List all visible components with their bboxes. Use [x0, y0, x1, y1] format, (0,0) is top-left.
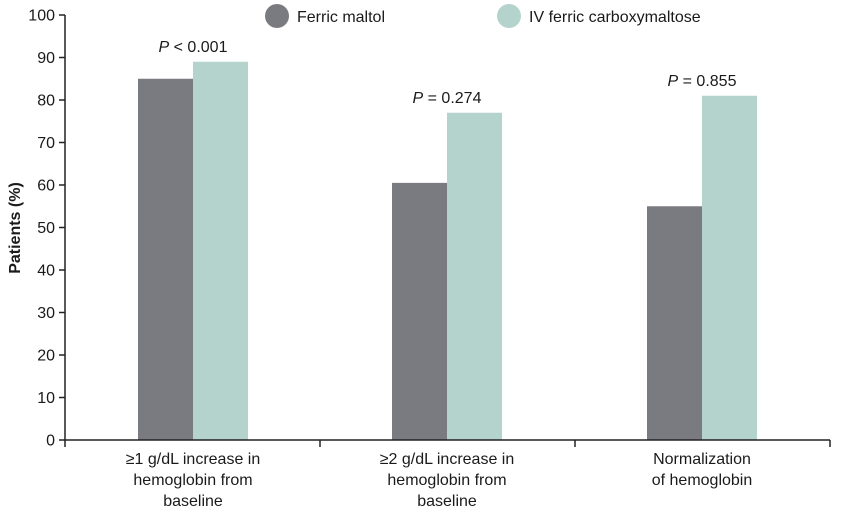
x-category-label: ≥2 g/dL increase in hemoglobin from baseli…: [380, 451, 515, 510]
x-category-label-line: baseline: [163, 493, 223, 510]
y-tick-label: 10: [37, 390, 55, 407]
y-tick-label: 50: [37, 220, 55, 237]
y-tick-label: 100: [28, 8, 55, 25]
legend-swatch: [497, 4, 521, 28]
y-axis: 0 10 20 30 40 50 60 70 80 90 100: [28, 8, 66, 450]
y-tick-label: 60: [37, 178, 55, 195]
legend-label: Ferric maltol: [297, 9, 385, 26]
x-axis: ≥1 g/dL increase in hemoglobin from baseli…: [64, 439, 831, 510]
p-value-text: = 0.274: [423, 90, 481, 107]
x-category-label: ≥1 g/dL increase in hemoglobin from baseli…: [126, 451, 261, 510]
bar-iv-ferric-carboxymaltose-2: [447, 112, 502, 440]
legend: Ferric maltol IV ferric carboxymaltose: [265, 4, 701, 28]
x-category-label-line: baseline: [417, 493, 477, 510]
p-value-prefix: P: [668, 73, 679, 90]
y-tick-label: 90: [37, 50, 55, 67]
p-value-label: P = 0.274: [413, 90, 482, 107]
p-value-text: = 0.855: [678, 73, 736, 90]
y-axis-label: Patients (%): [7, 182, 24, 274]
p-value-prefix: P: [159, 39, 170, 56]
y-tick-label: 80: [37, 93, 55, 110]
bar-ferric-maltol-2: [392, 182, 447, 440]
x-category-label-line: ≥2 g/dL increase in: [380, 451, 515, 468]
bar-iv-ferric-carboxymaltose-3: [702, 95, 757, 440]
y-tick-label: 30: [37, 305, 55, 322]
p-value-prefix: P: [413, 90, 424, 107]
x-category-label-line: ≥1 g/dL increase in: [126, 451, 261, 468]
x-category-label-line: hemoglobin from: [387, 472, 506, 489]
bar-iv-ferric-carboxymaltose-1: [193, 61, 248, 440]
x-category-label-line: Normalization: [653, 451, 751, 468]
y-tick-label: 20: [37, 348, 55, 365]
y-tick-label: 0: [46, 433, 55, 450]
p-value-label: P < 0.001: [159, 39, 228, 56]
y-tick-label: 70: [37, 135, 55, 152]
legend-label: IV ferric carboxymaltose: [529, 9, 701, 26]
legend-swatch: [265, 4, 289, 28]
x-category-label: Normalization of hemoglobin: [652, 451, 753, 489]
bar-ferric-maltol-3: [647, 206, 702, 440]
p-value-label: P = 0.855: [668, 73, 737, 90]
bars: [138, 61, 757, 440]
x-category-label-line: hemoglobin from: [133, 472, 252, 489]
p-value-text: < 0.001: [169, 39, 227, 56]
bar-ferric-maltol-1: [138, 78, 193, 440]
y-tick-label: 40: [37, 263, 55, 280]
x-category-label-line: of hemoglobin: [652, 472, 753, 489]
